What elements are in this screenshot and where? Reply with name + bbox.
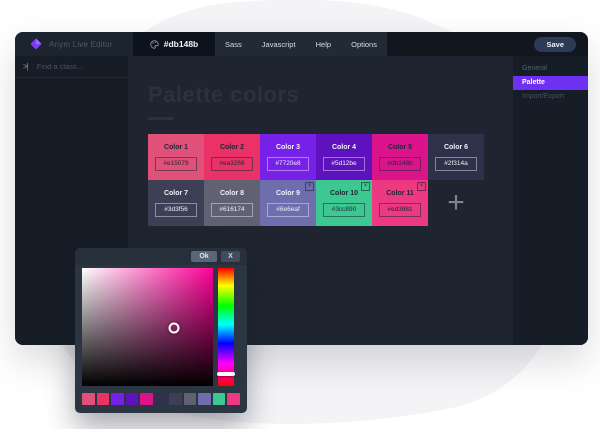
save-button[interactable]: Save (534, 36, 576, 52)
color-hex-field[interactable]: #2f314a (435, 157, 477, 171)
color-card-8[interactable]: × Color 8 #616174 (204, 180, 260, 226)
collapse-panel-icon[interactable]: >| (23, 62, 29, 71)
active-color-chip[interactable]: #db148b (133, 32, 215, 56)
picker-swatch[interactable] (154, 393, 167, 405)
picker-close-button[interactable]: X (221, 251, 240, 262)
menu-item-help[interactable]: Help (315, 39, 332, 49)
color-hex-field[interactable]: #616174 (211, 203, 253, 217)
page-title: Palette colors (148, 82, 300, 107)
color-card-3[interactable]: × Color 3 #7720e8 (260, 134, 316, 180)
color-card-10[interactable]: × Color 10 #3cc890 (316, 180, 372, 226)
color-card-label: Color 4 (331, 144, 357, 151)
nav-item-general[interactable]: General (522, 65, 547, 72)
picker-swatch[interactable] (82, 393, 95, 405)
color-hex-field[interactable]: #3cc890 (323, 203, 365, 217)
picker-swatches (75, 393, 247, 405)
color-card-11[interactable]: × Color 11 #ed3981 (372, 180, 428, 226)
main-canvas: Palette colors × Color 1 #e15079 × Color… (128, 56, 513, 345)
remove-color-button[interactable]: × (361, 182, 370, 191)
color-card-7[interactable]: × Color 7 #3d3f56 (148, 180, 204, 226)
menu-bar: Sass Javascript Help Options (215, 32, 387, 56)
picker-swatch[interactable] (96, 393, 109, 405)
color-hex-field[interactable]: #ea3266 (211, 157, 253, 171)
active-color-value: #db148b (163, 39, 199, 49)
color-card-label: Color 2 (219, 144, 245, 151)
palette-icon (150, 39, 159, 49)
color-card-label: Color 9 (275, 190, 301, 197)
picker-swatch[interactable] (125, 393, 138, 405)
color-card-label: Color 7 (163, 190, 189, 197)
picker-body (75, 265, 247, 386)
color-card-label: Color 8 (219, 190, 245, 197)
picker-swatch[interactable] (227, 393, 240, 405)
color-card-label: Color 1 (163, 144, 189, 151)
color-card-2[interactable]: × Color 2 #ea3266 (204, 134, 260, 180)
picker-swatch[interactable] (111, 393, 124, 405)
color-card-label: Color 11 (386, 190, 414, 197)
class-search-input[interactable] (34, 61, 120, 72)
palette-grid: × Color 1 #e15079 × Color 2 #ea3266 × Co… (148, 134, 513, 226)
add-color-button[interactable]: + (447, 186, 465, 219)
search-bar: >| (15, 56, 128, 78)
color-hex-field[interactable]: #3d3f56 (155, 203, 197, 217)
brand: Anym Live Editor (15, 32, 133, 56)
menu-item-javascript[interactable]: Javascript (261, 39, 296, 49)
color-hex-field[interactable]: #6e6eaf (267, 203, 309, 217)
color-hex-field[interactable]: #db148b (379, 157, 421, 171)
remove-color-button[interactable]: × (305, 182, 314, 191)
color-card-label: Color 3 (275, 144, 301, 151)
nav-item-import-export[interactable]: Import/Export (522, 93, 565, 100)
app-logo-icon (30, 38, 42, 50)
picker-swatch[interactable] (212, 393, 225, 405)
editor-window: Anym Live Editor #db148b Sass Javascript… (15, 32, 588, 345)
picker-ok-button[interactable]: Ok (191, 251, 217, 262)
picker-swatch[interactable] (140, 393, 153, 405)
color-card-label: Color 6 (443, 144, 469, 151)
color-card-label: Color 5 (387, 144, 413, 151)
right-panel: General Palette Import/Export (513, 56, 588, 345)
picker-header: Ok X (75, 248, 247, 265)
picker-swatch[interactable] (183, 393, 196, 405)
color-card-9[interactable]: × Color 9 #6e6eaf (260, 180, 316, 226)
nav-item-palette[interactable]: Palette (513, 76, 588, 90)
hue-slider[interactable] (217, 268, 235, 386)
color-card-1[interactable]: × Color 1 #e15079 (148, 134, 204, 180)
menu-item-options[interactable]: Options (351, 39, 377, 49)
topbar: Anym Live Editor #db148b Sass Javascript… (15, 32, 588, 56)
hue-handle[interactable] (217, 372, 235, 377)
color-card-5[interactable]: × Color 5 #db148b (372, 134, 428, 180)
app-title: Anym Live Editor (49, 39, 113, 49)
title-underline (148, 117, 174, 120)
color-hex-field[interactable]: #7720e8 (267, 157, 309, 171)
color-picker-dialog: Ok X (75, 248, 247, 413)
color-hex-field[interactable]: #e15079 (155, 157, 197, 171)
window-body: >| Palette colors × Color 1 #e15079 × Co… (15, 56, 588, 345)
picker-swatch[interactable] (198, 393, 211, 405)
color-hex-field[interactable]: #5d12be (323, 157, 365, 171)
menu-item-sass[interactable]: Sass (225, 39, 242, 49)
remove-color-button[interactable]: × (417, 182, 426, 191)
color-hex-field[interactable]: #ed3981 (379, 203, 421, 217)
color-card-4[interactable]: × Color 4 #5d12be (316, 134, 372, 180)
color-cursor[interactable] (168, 322, 180, 334)
color-card-label: Color 10 (329, 190, 358, 197)
picker-swatch[interactable] (169, 393, 182, 405)
saturation-area[interactable] (82, 268, 213, 386)
color-card-6[interactable]: × Color 6 #2f314a (428, 134, 484, 180)
